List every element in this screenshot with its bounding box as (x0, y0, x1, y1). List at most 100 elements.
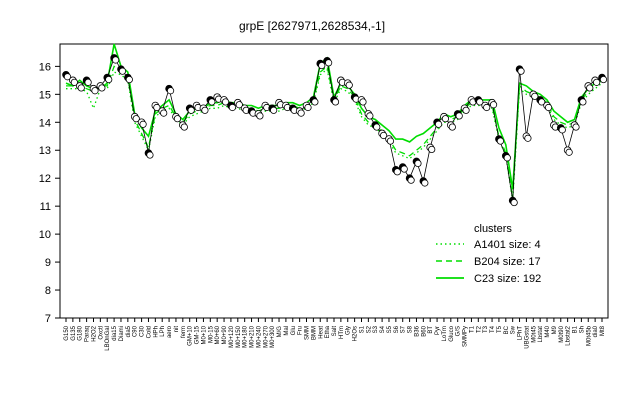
x-tick-label: Oxctl (98, 326, 104, 340)
data-point (311, 98, 319, 106)
data-point (270, 106, 278, 114)
data-point (139, 120, 147, 128)
data-point (434, 120, 443, 128)
x-tick-label: G150 (64, 325, 70, 340)
data-point (538, 98, 546, 106)
data-point (63, 73, 72, 81)
data-point (565, 148, 573, 156)
y-tick-label: 11 (40, 201, 51, 213)
data-point (414, 159, 422, 168)
x-tick-label: S1 (359, 325, 365, 333)
x-tick-label: GM+10 (188, 325, 194, 346)
data-point (318, 61, 326, 70)
x-tick-label: C30 (140, 325, 146, 337)
x-tick-label: H2O2 (91, 325, 97, 341)
x-tick-label: Cold (146, 326, 152, 338)
x-tick-label: LPh (160, 326, 166, 337)
data-point (208, 98, 216, 106)
x-tick-label: M0+10 (201, 325, 207, 344)
x-tick-label: Sw (511, 325, 517, 334)
x-tick-label: M0+210 (250, 325, 256, 348)
data-point (228, 103, 237, 112)
data-point (235, 101, 243, 109)
x-tick-label: dia0 (593, 325, 599, 337)
y-tick-label: 10 (39, 229, 51, 241)
x-tick-label: HTm (339, 326, 345, 339)
x-tick-label: SMM (305, 326, 311, 340)
series-line-solid (65, 43, 603, 190)
x-tick-label: dia5 (126, 325, 132, 337)
x-tick-label: BC (504, 325, 510, 334)
x-tick-label: UBGstat (524, 326, 530, 349)
y-tick-label: 13 (39, 145, 51, 157)
legend-entry: B204 size: 17 (474, 256, 541, 268)
y-tick-label: 7 (45, 313, 51, 325)
x-tick-label: B36 (414, 325, 420, 336)
x-tick-label: T5 (497, 325, 503, 333)
x-tick-label: G/S (456, 326, 462, 336)
legend-entry: A1401 size: 4 (474, 239, 541, 251)
data-point (345, 81, 353, 89)
data-point (544, 103, 553, 112)
data-point (166, 87, 175, 95)
data-point (221, 98, 230, 106)
x-tick-label: T1 (469, 325, 475, 333)
x-tick-label: S3 (373, 325, 379, 333)
x-tick-label: GM-15 (195, 325, 201, 344)
x-tick-label: T2 (476, 325, 482, 333)
data-point (297, 109, 305, 117)
data-point (558, 126, 566, 134)
data-point (524, 134, 532, 142)
x-tick-label: B1 (573, 325, 579, 333)
data-point (132, 115, 140, 123)
data-point (125, 75, 133, 84)
y-tick-label: 9 (45, 257, 51, 269)
x-tick-label: Paraq (85, 326, 91, 342)
data-point (428, 145, 436, 154)
x-tick-label: M9 (552, 325, 558, 334)
x-tick-label: M0+90 (222, 325, 228, 344)
x-tick-label: SMMPy (463, 326, 469, 347)
x-tick-label: Heat (318, 326, 324, 339)
x-tick-label: G180 (78, 325, 84, 340)
legend-title: clusters (474, 223, 512, 235)
data-point (118, 67, 127, 75)
data-point (517, 67, 525, 75)
x-tick-label: M0+180 (243, 325, 249, 348)
x-tick-label: BT (428, 326, 434, 334)
y-tick-label: 14 (39, 117, 51, 129)
x-tick-label: Gluco (449, 325, 455, 341)
y-tick-label: 12 (39, 173, 51, 185)
data-point (483, 103, 491, 112)
data-point (84, 78, 92, 86)
legend-entry: C23 size: 192 (474, 273, 541, 285)
data-point (77, 84, 85, 92)
y-tick-label: 16 (39, 61, 51, 73)
data-point (173, 115, 182, 123)
data-point (112, 56, 120, 64)
x-tick-label: M0t45b (586, 325, 592, 346)
x-tick-label: M0+120 (229, 325, 235, 348)
x-tick-label: Diami (119, 326, 125, 341)
data-point (462, 106, 470, 114)
x-tick-label: M0-15 (208, 325, 214, 343)
x-tick-label: M0+270 (263, 325, 269, 348)
x-tick-label: Lbstat2 (566, 325, 572, 345)
data-point (359, 98, 367, 106)
x-tick-label: S5 (387, 325, 393, 333)
highlight-line (65, 57, 603, 201)
data-point (91, 87, 99, 95)
points-layer (62, 54, 608, 207)
data-point (201, 106, 209, 114)
data-point (146, 151, 154, 159)
data-point (366, 112, 374, 120)
x-tick-label: ferm (181, 326, 187, 338)
data-point (187, 106, 195, 114)
chart-title: grpE [2627971,2628534,-1] (239, 19, 385, 33)
data-point (586, 84, 594, 92)
x-tick-label: C90 (133, 325, 139, 337)
data-point (448, 123, 456, 131)
data-point (105, 75, 113, 84)
